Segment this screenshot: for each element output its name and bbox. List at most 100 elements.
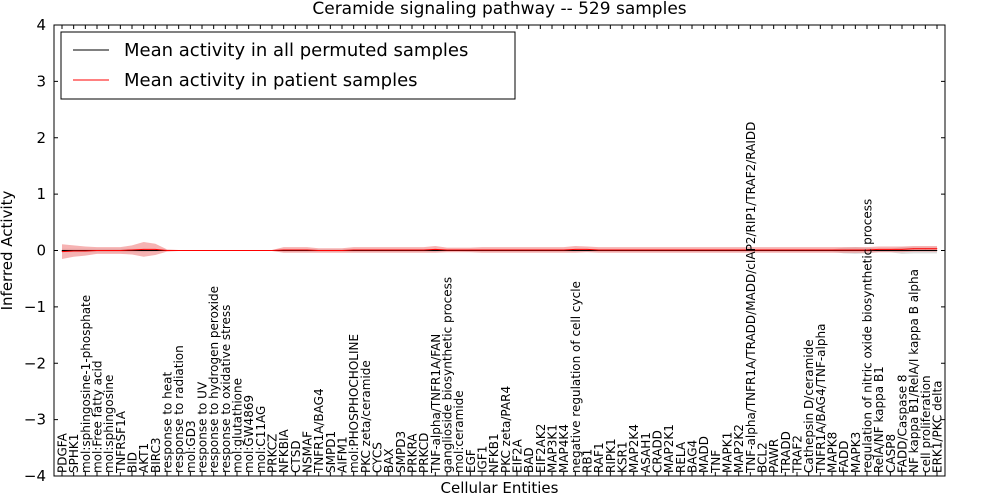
patient-point: [108, 250, 110, 251]
patient-point: [749, 249, 751, 251]
patient-point: [154, 248, 156, 250]
y-axis-label: Inferred Activity: [0, 190, 16, 310]
permuted-point: [154, 250, 156, 251]
x-tick-label: EIF2AK2: [534, 424, 548, 473]
x-tick-label: ERK1/PKC delta: [931, 380, 945, 473]
x-tick-label: cell proliferation: [919, 375, 933, 473]
patient-point: [843, 249, 845, 251]
patient-point: [446, 249, 448, 251]
patient-point: [329, 250, 331, 251]
patient-point: [166, 250, 168, 251]
x-tick-label: ASAH1: [639, 432, 653, 473]
patient-point: [913, 248, 915, 250]
patient-point: [598, 249, 600, 251]
legend-label-patient: Mean activity in patient samples: [124, 70, 418, 91]
patient-point: [936, 248, 938, 250]
x-tick-label: response to radiation: [172, 345, 186, 473]
patient-point: [353, 249, 355, 251]
patient-point: [84, 250, 86, 252]
patient-series-line: [61, 248, 937, 253]
patient-point: [691, 249, 693, 251]
x-tick-label: NFKB1: [487, 433, 501, 473]
patient-point: [178, 250, 180, 251]
patient-point: [236, 250, 238, 251]
patient-point: [224, 250, 226, 251]
permuted-point: [434, 250, 436, 251]
x-axis-label: Cellular Entities: [441, 479, 559, 497]
patient-point: [714, 249, 716, 251]
x-tick-label: RIPK1: [604, 438, 618, 473]
patient-point: [679, 249, 681, 251]
x-tick-label: MAP3K1: [546, 424, 560, 473]
y-tick-label: 3: [36, 72, 46, 90]
x-tick-label: NF kappa B1/RelA/I kappa B alpha: [907, 269, 921, 473]
y-axis: −4 −3 −2 −1 0 1 2 3 4: [24, 16, 945, 485]
x-tick-label: BID: [126, 452, 140, 473]
x-tick-label: PKC zeta/PAR4: [499, 386, 513, 473]
patient-point: [726, 249, 728, 251]
patient-point: [656, 249, 658, 251]
x-tick-label: MAPK3: [849, 432, 863, 473]
patient-point: [761, 249, 763, 251]
patient-point: [131, 249, 133, 251]
x-tick-label: TRAF2: [791, 435, 805, 474]
patient-point: [633, 249, 635, 251]
x-tick-label: PRKCZ: [266, 434, 280, 473]
patient-point: [924, 248, 926, 250]
x-tick-label: mol:PHOSPHOCHOLINE: [347, 334, 361, 473]
patient-point: [854, 249, 856, 251]
x-tick-label: Cathepsin D/ceramide: [802, 339, 816, 473]
y-tick-label: 0: [36, 242, 46, 260]
x-tick-label: TNFRSF1A: [114, 410, 128, 474]
patient-point: [773, 249, 775, 251]
x-tick-label: EIF2A: [511, 438, 525, 473]
x-tick-label: MAP2K4: [627, 424, 641, 473]
patient-point: [61, 251, 63, 253]
y-tick-label: −1: [24, 298, 46, 316]
x-tick-label: SPHK1: [67, 434, 81, 473]
x-tick-label: AIFM1: [336, 436, 350, 473]
x-tick-label: EGF: [464, 449, 478, 473]
patient-point: [423, 249, 425, 251]
patient-point: [493, 249, 495, 251]
x-tick-label: MAP4K4: [557, 424, 571, 473]
patient-point: [399, 249, 401, 251]
x-tick-label: IGF1: [476, 446, 490, 473]
patient-point: [901, 248, 903, 250]
patient-point: [341, 250, 343, 251]
patient-point: [539, 249, 541, 251]
patient-point: [738, 249, 740, 251]
x-tick-label: RelA/NF kappa B1: [872, 366, 886, 473]
x-tick-label: BAG4: [686, 440, 700, 473]
patient-point: [866, 249, 868, 251]
patient-point: [318, 250, 320, 251]
y-tick-label: −4: [24, 467, 46, 485]
x-tick-label: MAPK8: [826, 432, 840, 473]
x-tick-label: mol:ceramide: [452, 390, 466, 473]
x-tick-label: PDGFA: [56, 432, 70, 473]
patient-point: [784, 249, 786, 251]
patient-point: [819, 249, 821, 251]
x-tick-label: mol:Free fatty acid: [91, 361, 105, 474]
patient-point: [609, 249, 611, 251]
patient-point: [271, 250, 273, 251]
permuted-point: [878, 250, 880, 251]
x-tick-label: response to heat: [161, 371, 175, 473]
permuted-point: [901, 250, 903, 251]
x-tick-label: MAP2K2: [732, 424, 746, 473]
patient-point: [808, 249, 810, 251]
x-tick-label: KSR1: [616, 442, 630, 473]
patient-point: [481, 249, 483, 251]
x-tick-label: RAF1: [592, 442, 606, 473]
x-axis: PDGFASPHK1mol:sphingosine-1-phosphatemol…: [56, 25, 945, 476]
x-tick-label: ganglioside biosynthetic process: [441, 277, 455, 473]
x-tick-label: response to oxidative stress: [219, 305, 233, 473]
x-tick-label: PAWR: [767, 439, 781, 473]
patient-point: [201, 250, 203, 251]
patient-point: [388, 249, 390, 251]
x-tick-label: FADD/Caspase 8: [896, 374, 910, 473]
patient-point: [213, 250, 215, 251]
patient-point: [563, 249, 565, 251]
